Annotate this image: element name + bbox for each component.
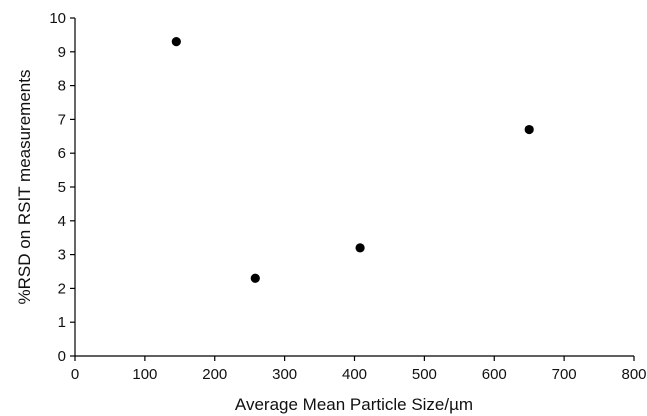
y-tick-label: 0 xyxy=(58,348,66,365)
y-tick-label: 9 xyxy=(58,44,66,61)
y-tick-label: 5 xyxy=(58,179,66,196)
data-point xyxy=(250,273,260,283)
x-tick-label: 700 xyxy=(552,366,577,383)
y-tick-label: 10 xyxy=(49,10,66,27)
x-tick-label: 500 xyxy=(412,366,437,383)
y-tick-label: 3 xyxy=(58,247,66,264)
y-axis-ticks: 0 1 2 3 4 5 6 7 8 9 10 xyxy=(49,10,75,365)
x-tick-label: 800 xyxy=(621,366,646,383)
x-axis-title: Average Mean Particle Size/µm xyxy=(235,395,473,414)
x-axis-ticks: 0 100 200 300 400 500 600 700 800 xyxy=(71,356,647,383)
y-tick-label: 8 xyxy=(58,78,66,95)
y-axis-title: %RSD on RSIT measurements xyxy=(15,70,34,305)
x-tick-label: 600 xyxy=(482,366,507,383)
data-point xyxy=(524,124,534,135)
y-tick-label: 2 xyxy=(58,280,66,297)
y-tick-label: 7 xyxy=(58,111,66,128)
x-tick-label: 0 xyxy=(71,366,79,383)
x-tick-label: 300 xyxy=(272,366,297,383)
data-point xyxy=(355,243,365,253)
data-points xyxy=(171,37,534,283)
x-tick-label: 100 xyxy=(132,366,157,383)
data-point xyxy=(171,37,181,47)
y-tick-label: 4 xyxy=(58,213,66,230)
x-tick-label: 400 xyxy=(342,366,367,383)
y-tick-label: 6 xyxy=(58,145,66,162)
y-tick-label: 1 xyxy=(58,314,66,331)
x-tick-label: 200 xyxy=(202,366,227,383)
